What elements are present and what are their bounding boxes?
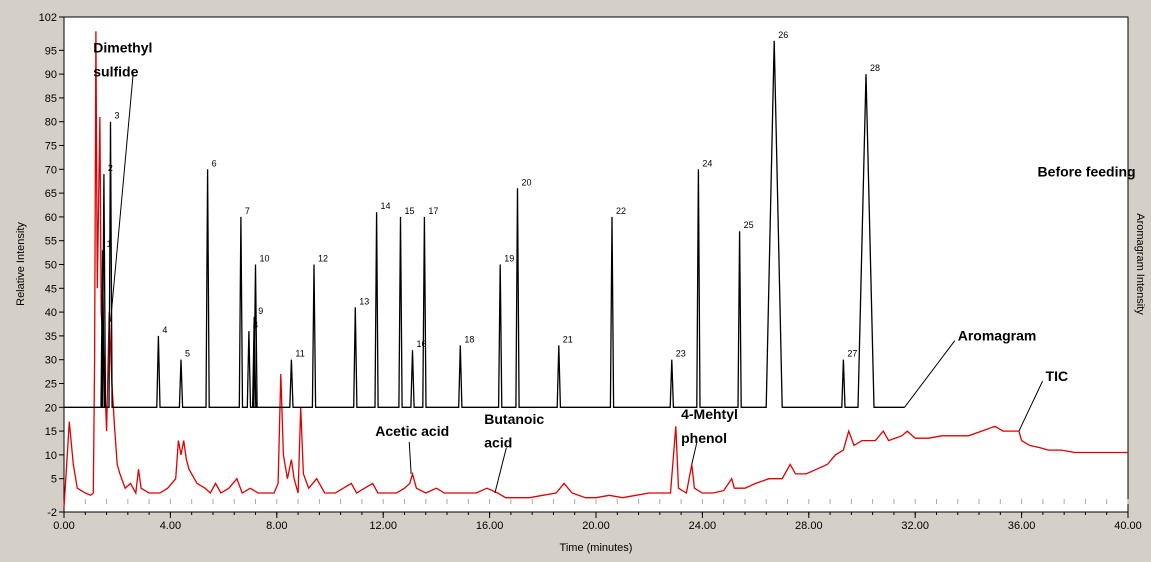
peak-label-7: 7 <box>245 206 250 216</box>
y-tick-label: 102 <box>39 12 57 24</box>
x-tick-label: 0.00 <box>53 520 74 532</box>
peak-label-21: 21 <box>563 334 573 344</box>
annotation-leader <box>408 441 412 474</box>
peak-label-3: 3 <box>115 111 120 121</box>
y-tick-label: 35 <box>45 331 57 343</box>
y-tick-label: 55 <box>45 236 57 248</box>
peak-label-4: 4 <box>162 325 167 335</box>
peak-label-9: 9 <box>258 306 263 316</box>
y-tick-label: 25 <box>45 378 57 390</box>
y-tick-label: 95 <box>45 45 57 57</box>
y-tick-label: 45 <box>45 283 57 295</box>
peak-label-8: 8 <box>253 320 258 330</box>
annotation-text: TIC <box>1046 368 1069 384</box>
annotation-text: Aromagram <box>958 328 1037 344</box>
peak-label-2: 2 <box>108 163 113 173</box>
peak-label-1: 1 <box>107 239 112 249</box>
annotation-leader <box>110 72 134 322</box>
annotation-leader <box>494 447 507 494</box>
annotation-leader <box>904 340 956 408</box>
peak-label-24: 24 <box>702 158 712 168</box>
tic-line <box>63 31 1128 508</box>
annotation-text: Butanoic <box>484 411 544 427</box>
y-tick-label: 20 <box>45 402 57 414</box>
y-tick-label: 10 <box>45 450 57 462</box>
annotation-text: sulfide <box>93 63 138 79</box>
y-tick-label: 15 <box>45 426 57 438</box>
peak-label-6: 6 <box>212 158 217 168</box>
annotation-text: phenol <box>681 430 727 446</box>
y-tick-label: 30 <box>45 355 57 367</box>
peak-label-20: 20 <box>522 177 532 187</box>
peak-label-18: 18 <box>464 334 474 344</box>
peak-label-19: 19 <box>504 254 514 264</box>
y-tick-label: 75 <box>45 141 57 153</box>
y-axis-label-left: Relative Intensity <box>15 222 27 306</box>
tic-trace <box>63 31 1128 508</box>
axes: -251015202530354045505560657075808590951… <box>39 12 1142 532</box>
y-tick-label: 65 <box>45 188 57 200</box>
plot-area <box>63 16 1129 513</box>
peak-label-23: 23 <box>676 349 686 359</box>
y-tick-label: 40 <box>45 307 57 319</box>
y-axis-label-right: Aromagram Intensity <box>1134 213 1146 315</box>
peak-label-27: 27 <box>847 349 857 359</box>
annotation-text: Acetic acid <box>375 423 449 439</box>
peak-label-16: 16 <box>416 339 426 349</box>
aromagram-line <box>64 40 905 408</box>
annotation-leader <box>691 441 698 465</box>
annotation-text: acid <box>484 435 512 451</box>
peak-label-13: 13 <box>359 296 369 306</box>
y-tick-label: 90 <box>45 69 57 81</box>
peak-label-22: 22 <box>616 206 626 216</box>
x-tick-label: 4.00 <box>160 520 181 532</box>
x-tick-label: 8.00 <box>266 520 287 532</box>
annotation-text: 4-Mehtyl <box>681 406 738 422</box>
x-tick-label: 36.00 <box>1008 520 1036 532</box>
annotation-text: Dimethyl <box>93 40 152 56</box>
x-tick-label: 20.00 <box>582 520 610 532</box>
y-tick-label: 70 <box>45 164 57 176</box>
peak-label-28: 28 <box>870 63 880 73</box>
peak-label-10: 10 <box>260 254 270 264</box>
peak-label-25: 25 <box>744 220 754 230</box>
peak-label-14: 14 <box>381 201 391 211</box>
peak-label-15: 15 <box>404 206 414 216</box>
peak-label-5: 5 <box>185 349 190 359</box>
y-tick-label: 80 <box>45 117 57 129</box>
x-tick-label: 32.00 <box>901 520 929 532</box>
peak-label-11: 11 <box>295 349 304 359</box>
x-axis-label: Time (minutes) <box>560 542 633 554</box>
y-tick-label: 85 <box>45 93 57 105</box>
annotation-leader <box>1018 380 1043 432</box>
x-tick-label: 28.00 <box>795 520 823 532</box>
x-tick-label: 12.00 <box>369 520 397 532</box>
aromagram-trace <box>64 40 905 408</box>
y-tick-label: 5 <box>51 474 57 486</box>
peak-label-17: 17 <box>428 206 438 216</box>
x-tick-label: 24.00 <box>689 520 717 532</box>
peak-label-12: 12 <box>318 254 328 264</box>
y-tick-label: -2 <box>47 507 57 519</box>
x-tick-label: 16.00 <box>476 520 504 532</box>
annotations: Dimethyl sulfide Before feeding Aromagram TI… <box>93 40 1136 494</box>
x-tick-label: 40.00 <box>1114 520 1142 532</box>
peak-label-26: 26 <box>778 30 788 40</box>
y-tick-label: 60 <box>45 212 57 224</box>
annotation-text: Before feeding <box>1038 163 1136 179</box>
y-tick-label: 50 <box>45 260 57 272</box>
